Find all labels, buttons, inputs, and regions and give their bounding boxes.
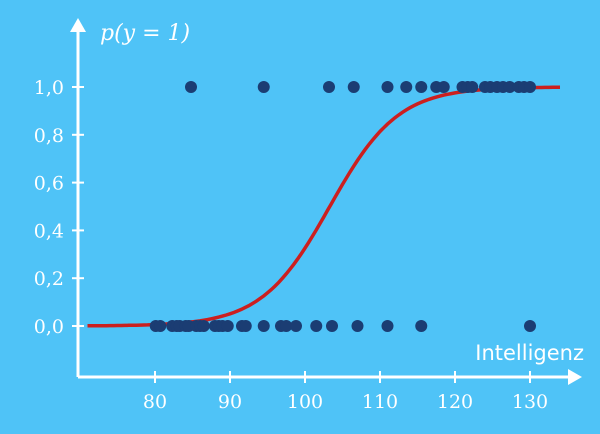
data-point <box>524 81 536 93</box>
data-point <box>323 81 335 93</box>
data-point <box>239 320 252 332</box>
data-point <box>290 320 302 332</box>
logistic-curve <box>87 85 560 328</box>
data-point <box>154 320 167 332</box>
data-point <box>257 81 270 93</box>
data-point <box>280 320 293 332</box>
y-axis-label: p(y = 1) <box>100 21 190 46</box>
data-point <box>197 320 210 332</box>
y-tick-label: 0,2 <box>34 268 64 290</box>
x-tick-label: 100 <box>287 391 323 413</box>
data-point <box>347 81 360 93</box>
data-point <box>466 81 479 93</box>
x-tick-label: 80 <box>143 391 167 413</box>
data-point <box>400 81 413 93</box>
data-point <box>326 320 338 332</box>
data-point <box>415 320 428 332</box>
data-point <box>381 81 394 93</box>
data-point <box>503 81 516 93</box>
data-point <box>381 320 394 332</box>
x-tick-label: 110 <box>362 391 398 413</box>
y-tick-label: 0,4 <box>34 220 64 242</box>
x-tick-label: 130 <box>512 391 548 413</box>
x-axis-label: Intelligenz <box>475 341 584 365</box>
y-tick-label: 0,8 <box>34 125 64 147</box>
y-tick-label: 0,0 <box>34 316 64 338</box>
axes <box>70 18 582 385</box>
data-point <box>524 320 536 332</box>
data-point <box>415 81 428 93</box>
y-tick-label: 1,0 <box>34 77 64 99</box>
data-point <box>437 81 450 93</box>
x-tick-label: 120 <box>437 391 473 413</box>
x-tick-label: 90 <box>218 391 242 413</box>
data-point <box>310 320 323 332</box>
y-axis-arrow-icon <box>70 18 86 32</box>
data-point <box>185 81 197 93</box>
data-point <box>257 320 270 332</box>
data-point <box>351 320 364 332</box>
data-point <box>221 320 234 332</box>
x-axis-arrow-icon <box>568 369 582 385</box>
y-tick-label: 0,6 <box>34 173 64 195</box>
